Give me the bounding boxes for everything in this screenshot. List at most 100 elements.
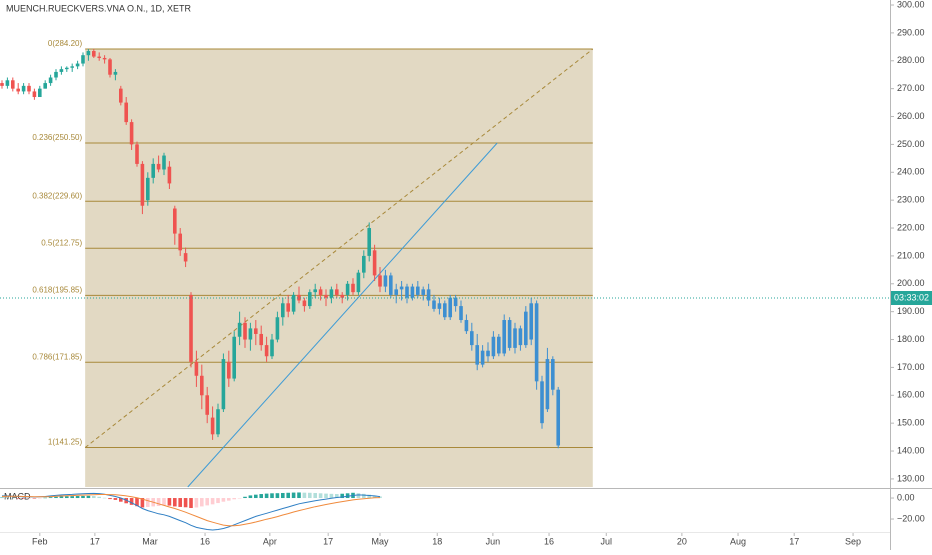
candle-body — [432, 300, 436, 309]
macd-y-tick-label: −20.00 — [897, 513, 925, 523]
candle-body — [507, 320, 512, 348]
y-tick-label: 160.00 — [897, 390, 925, 400]
macd-histogram-bar — [221, 498, 226, 502]
candle-body — [453, 297, 458, 307]
candle-body — [135, 144, 139, 164]
macd-histogram-bar — [313, 492, 318, 499]
candle-body — [27, 85, 31, 92]
macd-y-tick-label: 0.00 — [897, 492, 915, 502]
candle-body — [194, 361, 199, 376]
candle-body — [367, 228, 372, 256]
macd-macd-line — [2, 492, 381, 531]
candle-body — [480, 350, 485, 365]
macd-histogram-bar — [345, 493, 350, 499]
macd-histogram-bar — [329, 493, 334, 499]
candle-body — [383, 275, 388, 287]
y-tick-label: 140.00 — [897, 445, 925, 455]
candle-body — [443, 303, 447, 318]
candle-body — [340, 294, 345, 298]
macd-histogram-bar — [129, 498, 134, 505]
candle-body — [286, 303, 291, 312]
macd-histogram-bar — [194, 498, 199, 508]
candle-body — [189, 294, 193, 362]
macd-histogram-bar — [248, 495, 253, 499]
candle-body — [372, 250, 377, 276]
macd-histogram-bar — [146, 498, 150, 507]
candle-body — [205, 395, 210, 415]
macd-histogram-bar — [270, 493, 274, 499]
candle-body — [70, 66, 75, 68]
candle-body — [308, 292, 312, 307]
y-tick-label: 220.00 — [897, 222, 925, 232]
candle-body — [534, 303, 539, 382]
macd-histogram-bar — [48, 497, 53, 499]
candle-body — [162, 155, 166, 170]
macd-histogram-bar — [281, 492, 285, 499]
x-tick-label: 17 — [90, 536, 100, 546]
macd-histogram-bar — [356, 493, 361, 499]
candle-body — [259, 333, 264, 346]
candle-body — [470, 331, 474, 346]
candle-body — [551, 359, 555, 390]
candle-body — [248, 328, 253, 340]
y-tick-label: 290.00 — [897, 27, 925, 37]
macd-histogram-bar — [64, 496, 69, 499]
candle-body — [281, 303, 285, 318]
y-tick-label: 190.00 — [897, 306, 925, 316]
candle-body — [410, 286, 415, 298]
candle-body — [151, 163, 156, 178]
fib-label: 0.786(171.85) — [32, 352, 82, 361]
candle-body — [421, 289, 426, 295]
macd-histogram-bar — [183, 498, 188, 508]
macd-histogram-bar — [227, 498, 231, 501]
candle-body — [92, 51, 96, 57]
candle-body — [37, 88, 42, 98]
candle-body — [351, 283, 355, 293]
candle-body — [140, 163, 145, 206]
candle-body — [524, 311, 528, 346]
candle-body — [448, 297, 453, 318]
y-tick-label: 280.00 — [897, 55, 925, 65]
macd-histogram-bar — [92, 496, 96, 499]
macd-histogram-bar — [237, 498, 242, 499]
candle-body — [318, 289, 323, 295]
candle-body — [108, 59, 112, 75]
x-tick-label: 18 — [432, 536, 442, 546]
y-tick-label: 300.00 — [897, 0, 925, 9]
y-tick-label: 250.00 — [897, 139, 925, 149]
candle-body — [540, 381, 544, 424]
x-tick-label: 16 — [544, 536, 554, 546]
y-tick-label: 170.00 — [897, 362, 925, 372]
macd-histogram-bar — [189, 498, 193, 509]
macd-histogram-bar — [70, 496, 75, 499]
macd-histogram-bar — [43, 497, 47, 499]
candle-body — [216, 409, 220, 435]
x-tick-label: 20 — [677, 536, 687, 546]
macd-histogram-bar — [81, 495, 85, 499]
candle-body — [48, 77, 53, 84]
x-tick-label: Jun — [486, 536, 501, 546]
candle-body — [232, 336, 237, 379]
macd-histogram-bar — [59, 496, 64, 499]
fib-label: 1(141.25) — [48, 438, 83, 447]
y-tick-label: 130.00 — [897, 473, 925, 483]
candle-body — [302, 300, 307, 307]
candle-body — [275, 317, 280, 340]
candle-body — [264, 345, 269, 357]
candle-body — [5, 80, 10, 86]
candle-body — [291, 294, 296, 312]
candle-body — [97, 56, 102, 58]
candle-body — [329, 289, 334, 298]
macd-histogram-bar — [297, 492, 301, 499]
x-tick-label: Aug — [730, 536, 746, 546]
fib-label: 0.236(250.50) — [32, 133, 82, 142]
candle-body — [335, 289, 339, 295]
macd-histogram-bar — [97, 496, 102, 499]
candle-body — [243, 322, 247, 340]
macd-histogram-bar — [291, 492, 296, 499]
candle-body — [227, 361, 231, 379]
x-tick-label: Jul — [601, 536, 613, 546]
candle-body — [254, 328, 258, 334]
macd-histogram-bar — [16, 498, 20, 499]
